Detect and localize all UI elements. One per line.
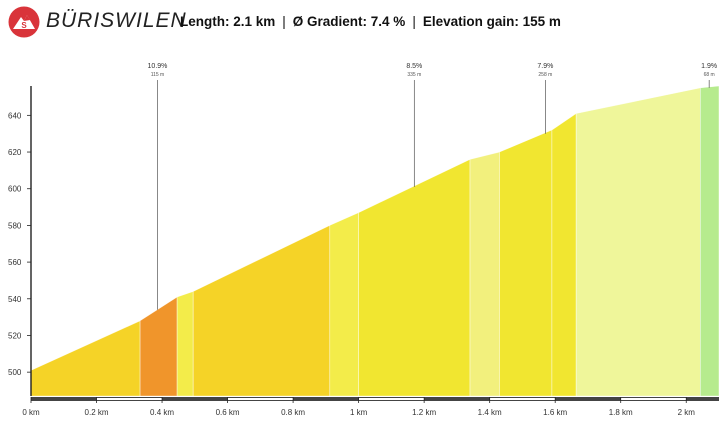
gradient-segment	[30, 320, 141, 397]
gradient-segment	[329, 212, 359, 397]
logo-icon: S	[8, 6, 40, 38]
elevation-gain-stat: Elevation gain: 155 m	[422, 14, 561, 29]
x-tick-label: 1.6 km	[543, 408, 567, 417]
y-tick-label: 600	[8, 185, 22, 194]
length-stat: Length: 2.1 km	[180, 14, 276, 29]
annotation-length: 115 m	[151, 72, 165, 78]
annotation-length: 258 m	[538, 72, 552, 78]
annotation-gradient: 10.9%	[148, 63, 168, 70]
x-tick-label: 0.2 km	[85, 408, 109, 417]
gradient-segment	[176, 291, 194, 397]
y-tick-label: 500	[8, 368, 22, 377]
x-tick-label: 1.4 km	[478, 408, 502, 417]
gradient-segment	[358, 158, 471, 397]
scale-band	[620, 398, 687, 400]
annotation-gradient: 7.9%	[537, 63, 553, 70]
scale-band	[358, 398, 425, 400]
x-tick-label: 0.8 km	[281, 408, 305, 417]
elevation-profile-chart: 10.9% 115 m 8.5% 335 m 7.9% 258 m 1.9% 68 m 500 5…	[8, 63, 720, 417]
annotation-length: 68 m	[704, 72, 715, 78]
svg-text:S: S	[21, 21, 27, 30]
gradient-segment	[139, 296, 178, 397]
gradient-segment	[469, 151, 500, 397]
gradient-stat: Ø Gradient: 7.4 %	[292, 14, 406, 29]
separator: |	[282, 14, 286, 29]
route-stats: Length: 2.1 km | Ø Gradient: 7.4 % | Elevati…	[180, 14, 561, 29]
y-tick-label: 560	[8, 258, 22, 267]
x-tick-label: 0.6 km	[216, 408, 240, 417]
header: S BÜRISWILEN Length: 2.1 km | Ø Gradient: …	[0, 0, 728, 44]
y-tick-label: 620	[8, 148, 22, 157]
y-tick-label: 520	[8, 331, 22, 340]
x-tick-label: 0.4 km	[150, 408, 174, 417]
x-tick-label: 1.2 km	[412, 408, 436, 417]
annotation-gradient: 1.9%	[701, 63, 717, 70]
gradient-segment	[575, 87, 701, 397]
separator: |	[412, 14, 416, 29]
gradient-segment	[700, 85, 720, 397]
y-tick-label: 580	[8, 221, 22, 230]
x-tick-label: 1.8 km	[609, 408, 633, 417]
page-title: BÜRISWILEN	[46, 9, 187, 32]
y-tick-label: 640	[8, 111, 22, 120]
gradient-segment	[551, 112, 577, 397]
annotation-gradient: 8.5%	[406, 63, 422, 70]
annotation-length: 335 m	[407, 72, 421, 78]
y-tick-label: 540	[8, 295, 22, 304]
gradient-segment	[499, 129, 553, 397]
x-tick-label: 2 km	[678, 408, 696, 417]
gradient-segment	[192, 224, 331, 397]
x-tick-label: 0 km	[22, 408, 40, 417]
x-tick-label: 1 km	[350, 408, 368, 417]
scale-band	[489, 398, 556, 400]
scale-band	[227, 398, 294, 400]
scale-band	[96, 398, 163, 400]
